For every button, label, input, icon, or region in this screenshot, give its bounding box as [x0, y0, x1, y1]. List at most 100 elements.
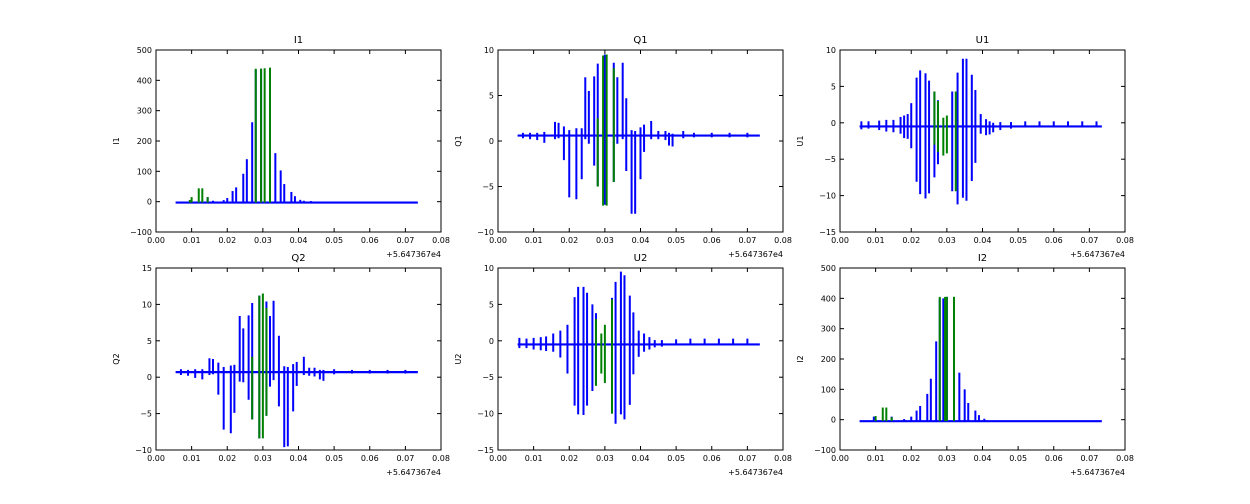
x-tick-label: 0.03	[254, 236, 272, 245]
x-tick-label: 0.07	[738, 236, 756, 245]
x-tick-label: 0.06	[1045, 454, 1063, 463]
subplot-q1: 0.00 0.01 0.02 0.03 0.04 0.05 0.06 0.07 0.08 −10 −…	[454, 35, 792, 259]
x-tick-label: 0.02	[218, 236, 236, 245]
y-tick-label: −10	[135, 446, 152, 455]
x-tick-label: 0.05	[1009, 454, 1027, 463]
x-tick-label: 0.00	[489, 236, 507, 245]
axes-frame	[839, 267, 1126, 451]
y-tick-label: 10	[142, 300, 152, 309]
x-tick-label: 0.07	[396, 236, 414, 245]
y-tick-label: −10	[477, 410, 494, 419]
subplot-q2: 0.00 0.01 0.02 0.03 0.04 0.05 0.06 0.07 0.08 −10 −…	[112, 253, 450, 477]
y-tick-label: 0	[831, 119, 836, 128]
y-tick-label: 10	[484, 264, 494, 273]
x-offset-label: +5.647367e4	[1070, 468, 1125, 477]
y-tick-label: −100	[130, 228, 152, 237]
x-tick-label: 0.02	[560, 236, 578, 245]
x-tick-label: 0.08	[774, 236, 792, 245]
y-tick-label: 0	[489, 337, 494, 346]
y-tick-label: 10	[826, 46, 836, 55]
y-tick-label: 0	[147, 198, 152, 207]
y-tick-label: 300	[137, 107, 152, 116]
x-tick-label: 0.07	[1080, 236, 1098, 245]
x-tick-label: 0.06	[361, 454, 379, 463]
y-tick-label: 5	[831, 82, 836, 91]
chart-title: I2	[978, 253, 987, 264]
x-tick-label: 0.01	[525, 454, 543, 463]
x-tick-label: 0.01	[867, 236, 885, 245]
x-offset-label: +5.647367e4	[1070, 250, 1125, 259]
plot-area	[175, 293, 418, 448]
y-tick-label: 5	[489, 300, 494, 309]
chart-title: Q2	[291, 253, 305, 264]
x-tick-label: 0.01	[183, 454, 201, 463]
x-tick-label: 0.04	[632, 236, 650, 245]
x-tick-label: 0.03	[254, 454, 272, 463]
x-tick-label: 0.00	[831, 236, 849, 245]
x-tick-label: 0.08	[432, 454, 450, 463]
y-tick-label: 300	[821, 325, 836, 334]
y-tick-label: 200	[137, 137, 152, 146]
x-tick-label: 0.07	[738, 454, 756, 463]
plot-area	[517, 54, 760, 214]
y-tick-label: 0	[831, 416, 836, 425]
x-tick-label: 0.08	[774, 454, 792, 463]
axes-frame	[155, 267, 442, 451]
axes-frame	[497, 267, 784, 451]
y-tick-label: 500	[821, 264, 836, 273]
axes-frame	[155, 49, 442, 233]
x-tick-label: 0.00	[489, 454, 507, 463]
y-tick-label: 100	[137, 167, 152, 176]
y-tick-label: −5	[482, 183, 494, 192]
y-tick-label: −15	[819, 228, 836, 237]
x-tick-label: 0.06	[1045, 236, 1063, 245]
x-offset-label: +5.647367e4	[728, 250, 783, 259]
x-offset-label: +5.647367e4	[386, 250, 441, 259]
y-tick-label: 0	[147, 373, 152, 382]
plot-area	[859, 58, 1102, 205]
y-tick-label: 200	[821, 355, 836, 364]
x-tick-label: 0.05	[667, 454, 685, 463]
subplot-u1: 0.00 0.01 0.02 0.03 0.04 0.05 0.06 0.07 0.08 −15 −…	[796, 35, 1134, 259]
x-tick-label: 0.04	[290, 454, 308, 463]
x-tick-label: 0.03	[596, 454, 614, 463]
chart-title: Q1	[633, 35, 647, 46]
y-tick-label: −5	[824, 155, 836, 164]
x-tick-label: 0.02	[902, 454, 920, 463]
y-tick-label: −5	[140, 410, 152, 419]
x-tick-label: 0.04	[974, 454, 992, 463]
plot-area	[859, 296, 1102, 423]
y-tick-label: 400	[821, 294, 836, 303]
x-offset-label: +5.647367e4	[386, 468, 441, 477]
y-tick-label: 0	[489, 137, 494, 146]
y-tick-label: 10	[484, 46, 494, 55]
chart-title: U2	[634, 253, 648, 264]
subplot-i1: 0.00 0.01 0.02 0.03 0.04 0.05 0.06 0.07 0.08 −100…	[112, 35, 450, 259]
x-tick-label: 0.08	[432, 236, 450, 245]
axes-frame	[839, 49, 1126, 233]
x-tick-label: 0.02	[902, 236, 920, 245]
x-offset-label: +5.647367e4	[728, 468, 783, 477]
chart-title: U1	[976, 35, 990, 46]
y-tick-label: −100	[814, 446, 836, 455]
subplot-i2: 0.00 0.01 0.02 0.03 0.04 0.05 0.06 0.07 0.08 −100…	[796, 253, 1134, 477]
x-tick-label: 0.06	[703, 454, 721, 463]
y-tick-label: 100	[821, 385, 836, 394]
x-tick-label: 0.08	[1116, 236, 1134, 245]
y-axis-label: Q1	[454, 135, 463, 146]
y-axis-label: U2	[454, 354, 463, 365]
plot-area	[175, 67, 418, 204]
x-tick-label: 0.04	[290, 236, 308, 245]
x-tick-label: 0.02	[560, 454, 578, 463]
y-tick-label: 500	[137, 46, 152, 55]
x-tick-label: 0.08	[1116, 454, 1134, 463]
x-tick-label: 0.02	[218, 454, 236, 463]
y-axis-label: I1	[112, 137, 121, 144]
x-tick-label: 0.06	[361, 236, 379, 245]
chart-title: I1	[294, 35, 303, 46]
x-tick-label: 0.00	[147, 454, 165, 463]
y-tick-label: −5	[482, 373, 494, 382]
x-tick-label: 0.01	[525, 236, 543, 245]
x-tick-label: 0.05	[325, 454, 343, 463]
